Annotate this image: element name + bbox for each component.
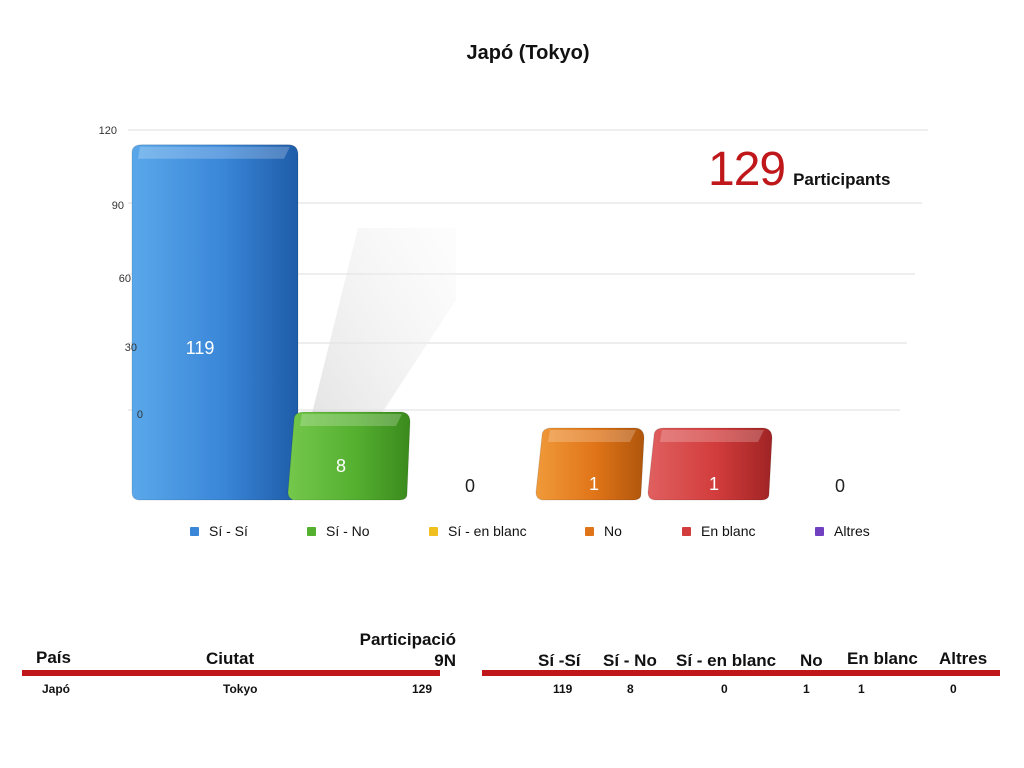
- bar-value-label: 119: [186, 338, 215, 358]
- cell-si-no: 8: [627, 682, 634, 696]
- chart-title: Japó (Tokyo): [466, 42, 590, 64]
- bar-highlight: [548, 430, 636, 442]
- header-participacio: Participació 9N: [352, 629, 456, 671]
- legend-swatch: [682, 526, 691, 536]
- bar-highlight: [138, 146, 290, 159]
- bar: [131, 144, 299, 501]
- legend-swatch: [429, 526, 438, 536]
- header-pais: País: [36, 648, 71, 667]
- legend-label: En blanc: [701, 523, 756, 539]
- table-rule-left: [22, 670, 440, 676]
- cell-ciutat: Tokyo: [223, 682, 258, 696]
- bar: [535, 427, 645, 501]
- bar-value-label: 0: [465, 476, 475, 496]
- participants-label: Participants: [793, 170, 891, 189]
- cell-pais: Japó: [42, 682, 71, 696]
- participants-summary: 129 Participants: [708, 142, 890, 197]
- bar-value-label: 0: [835, 476, 845, 496]
- header-si-no: Sí - No: [603, 651, 657, 670]
- header-si-blanc: Sí - en blanc: [676, 651, 777, 670]
- header-altres: Altres: [939, 649, 988, 668]
- legend-swatch: [190, 526, 199, 536]
- cell-si-blanc: 0: [721, 682, 728, 696]
- y-tick-label: 0: [137, 409, 143, 421]
- legend-label: Sí - en blanc: [448, 523, 527, 539]
- y-tick-label: 30: [125, 342, 137, 354]
- legend-label: Sí - No: [326, 523, 370, 539]
- participants-count: 129: [708, 143, 786, 196]
- y-tick-label: 90: [112, 200, 124, 212]
- cell-si-si: 119: [553, 682, 573, 696]
- legend-label: Altres: [834, 523, 870, 539]
- table-rule-right: [482, 670, 1000, 676]
- legend-label: Sí - Sí: [209, 523, 248, 539]
- cell-altres: 0: [950, 682, 957, 696]
- y-tick-label: 60: [119, 273, 131, 285]
- legend-item: No: [585, 523, 622, 539]
- legend-swatch: [815, 526, 824, 536]
- legend-item: Altres: [815, 523, 870, 539]
- header-participacio-line2: 9N: [434, 651, 456, 670]
- cell-participacio: 129: [412, 682, 433, 696]
- cell-no: 1: [803, 682, 810, 696]
- legend-label: No: [604, 523, 622, 539]
- bar: [647, 427, 773, 501]
- bar-chart: 0 30 60 90 120 119 8 0 1 1 0: [99, 125, 928, 501]
- bar: [287, 411, 411, 501]
- legend-item: Sí - No: [307, 523, 370, 539]
- bar-value-label: 1: [709, 474, 719, 494]
- header-participacio-line1: Participació: [359, 630, 456, 649]
- legend-item: Sí - Sí: [190, 523, 248, 539]
- bar-highlight: [660, 430, 764, 442]
- legend-swatch: [307, 526, 316, 536]
- y-tick-label: 120: [99, 125, 117, 137]
- header-en-blanc: En blanc: [847, 649, 918, 668]
- bar-highlight: [300, 414, 402, 426]
- legend-item: En blanc: [682, 523, 755, 539]
- bar-value-label: 1: [589, 474, 599, 494]
- bar-value-label: 8: [336, 456, 346, 476]
- header-si-si: Sí -Sí: [538, 651, 581, 670]
- header-no: No: [800, 651, 823, 670]
- cell-en-blanc: 1: [858, 682, 865, 696]
- legend-swatch: [585, 526, 594, 536]
- header-ciutat: Ciutat: [206, 649, 255, 668]
- legend-item: Sí - en blanc: [429, 523, 527, 539]
